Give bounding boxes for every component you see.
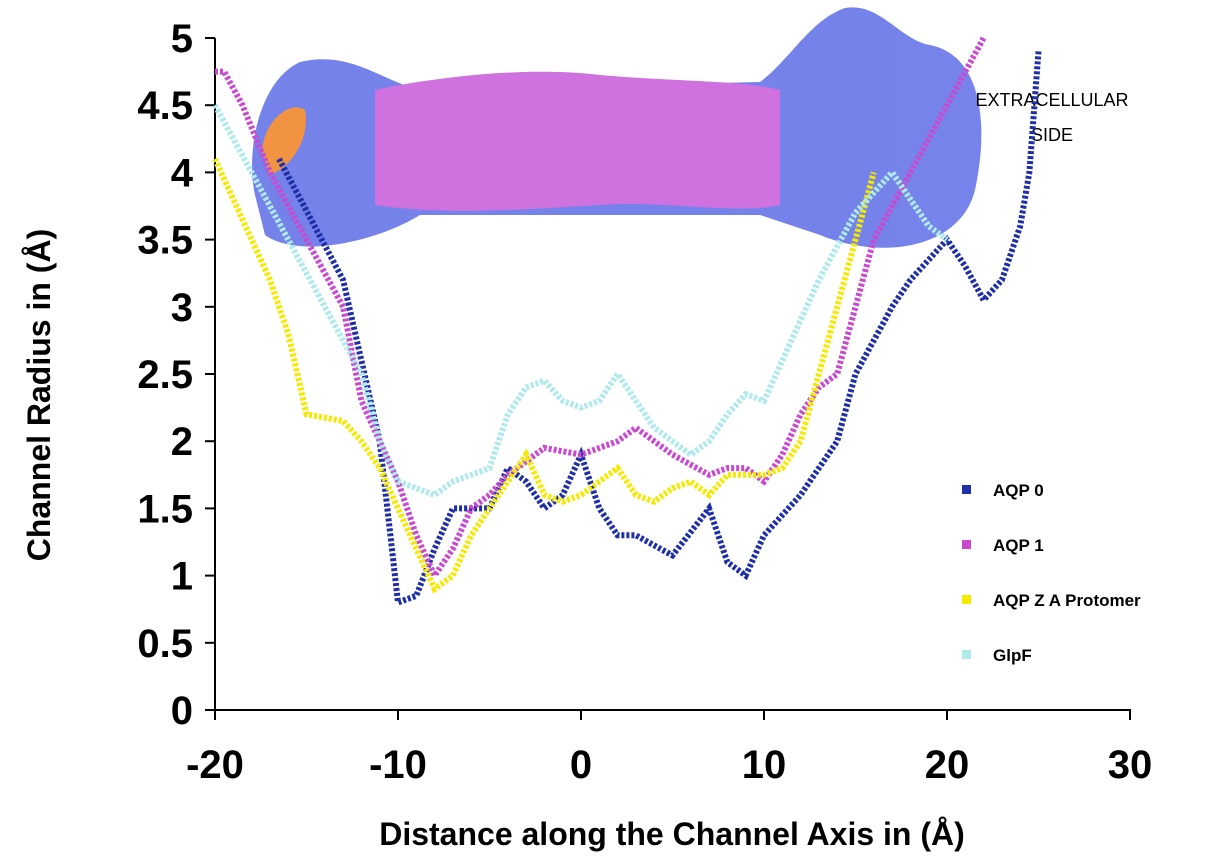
- y-tick-label: 0.5: [137, 622, 193, 666]
- x-tick-label: -10: [369, 743, 427, 787]
- y-tick-label: 1: [171, 555, 193, 599]
- x-axis-label: Distance along the Channel Axis in (Å): [379, 816, 965, 852]
- y-tick-label: 2.5: [137, 353, 193, 397]
- channel-pore: [375, 72, 780, 211]
- x-tick-label: 30: [1108, 743, 1153, 787]
- x-tick-label: 20: [925, 743, 970, 787]
- legend-marker: [962, 595, 971, 604]
- y-tick-label: 4.5: [137, 84, 193, 128]
- legend-marker: [962, 650, 971, 659]
- legend-marker: [962, 485, 971, 494]
- legend-label: AQP 1: [993, 536, 1044, 555]
- y-axis-label: Channel Radius in (Å): [21, 229, 57, 561]
- y-tick-label: 5: [171, 17, 193, 61]
- y-tick-label: 1.5: [137, 487, 193, 531]
- legend-label: GlpF: [993, 646, 1032, 665]
- x-tick-label: 0: [570, 743, 592, 787]
- y-tick-label: 3: [171, 286, 193, 330]
- y-tick-label: 0: [171, 689, 193, 733]
- legend-marker: [962, 540, 971, 549]
- y-tick-label: 2: [171, 420, 193, 464]
- x-tick-label: -20: [186, 743, 244, 787]
- y-tick-label: 3.5: [137, 219, 193, 263]
- legend-label: AQP Z A Protomer: [993, 591, 1141, 610]
- x-tick-label: 10: [742, 743, 787, 787]
- legend-label: AQP 0: [993, 481, 1044, 500]
- chart: EXTRACELLULARSIDE Channel Radius in (Å) …: [0, 0, 1230, 861]
- y-tick-label: 4: [171, 151, 194, 195]
